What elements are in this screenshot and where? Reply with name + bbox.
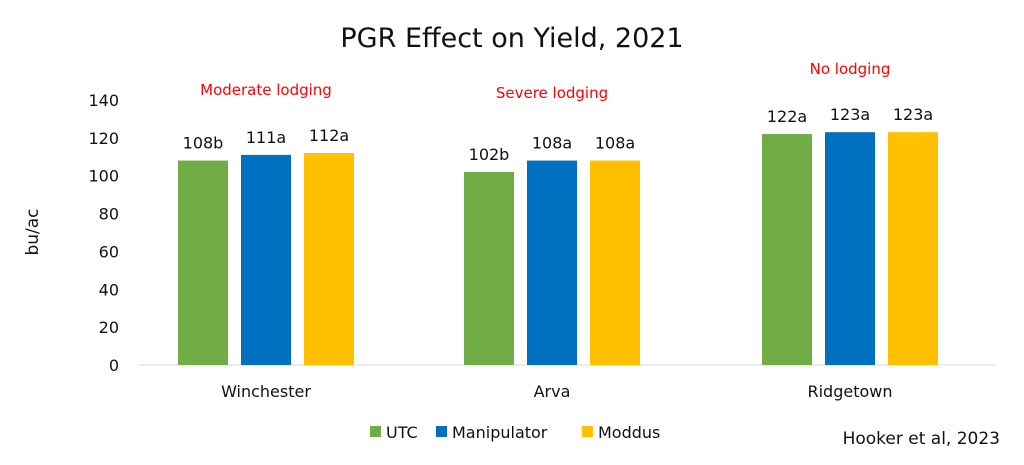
- data-label: 123a: [830, 105, 870, 124]
- y-tick-label: 140: [88, 91, 119, 110]
- y-tick-label: 60: [99, 242, 119, 261]
- plot-area: 0 20 40 60 80 100 120 140 108b 102b 122a 111a 108a 12…: [88, 60, 996, 401]
- x-tick-label: Arva: [534, 382, 571, 401]
- data-label: 123a: [893, 105, 933, 124]
- bar-utc-arva: [464, 171, 514, 365]
- y-axis-label: bu/ac: [23, 208, 43, 255]
- legend: UTC Manipulator Moddus: [370, 423, 660, 442]
- bar-manipulator-winchester: [241, 154, 291, 365]
- x-tick-label: Winchester: [221, 382, 311, 401]
- legend-label: Moddus: [598, 423, 660, 442]
- data-label: 108a: [595, 134, 635, 153]
- y-tick-label: 100: [88, 167, 119, 186]
- legend-swatch-moddus: [582, 426, 593, 437]
- data-label: 111a: [246, 128, 286, 147]
- bar-moddus-winchester: [304, 153, 354, 365]
- legend-swatch-utc: [370, 426, 381, 437]
- bar-moddus-arva: [590, 160, 640, 365]
- legend-label: Manipulator: [452, 423, 548, 442]
- data-label: 112a: [309, 126, 349, 145]
- data-label: 108b: [183, 134, 224, 153]
- y-tick-label: 120: [88, 129, 119, 148]
- y-tick-label: 20: [99, 318, 119, 337]
- lodging-note: Moderate lodging: [200, 81, 332, 99]
- bar-manipulator-arva: [527, 160, 577, 365]
- bar-utc-ridgetown: [762, 134, 812, 365]
- bar-moddus-ridgetown: [888, 132, 938, 365]
- lodging-note: Severe lodging: [496, 84, 608, 102]
- y-tick-label: 0: [109, 356, 119, 375]
- chart-title: PGR Effect on Yield, 2021: [340, 23, 683, 54]
- citation: Hooker et al, 2023: [843, 429, 1000, 449]
- bar-utc-winchester: [178, 160, 228, 365]
- data-label: 102b: [469, 145, 510, 164]
- legend-label: UTC: [386, 423, 418, 442]
- bar-manipulator-ridgetown: [825, 132, 875, 365]
- data-label: 122a: [767, 107, 807, 126]
- y-tick-label: 40: [99, 280, 119, 299]
- data-label: 108a: [532, 134, 572, 153]
- legend-swatch-manipulator: [436, 426, 447, 437]
- lodging-note: No lodging: [810, 60, 891, 78]
- x-tick-label: Ridgetown: [807, 382, 892, 401]
- y-tick-label: 80: [99, 205, 119, 224]
